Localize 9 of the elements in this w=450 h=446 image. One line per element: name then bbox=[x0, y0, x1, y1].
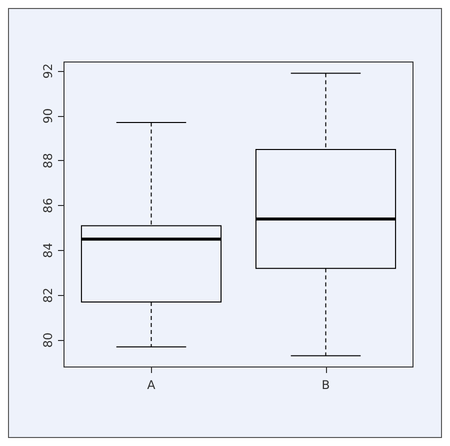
y-tick-label: 86 bbox=[41, 198, 55, 214]
y-tick-label: 82 bbox=[41, 288, 55, 303]
x-tick-label: B bbox=[322, 378, 330, 392]
y-tick-label: 90 bbox=[41, 108, 55, 124]
y-tick-label: 80 bbox=[41, 332, 55, 348]
y-tick-label: 88 bbox=[41, 153, 55, 168]
x-tick-label: A bbox=[147, 378, 156, 392]
y-tick-label: 92 bbox=[41, 63, 55, 79]
y-tick-label: 84 bbox=[41, 242, 55, 258]
